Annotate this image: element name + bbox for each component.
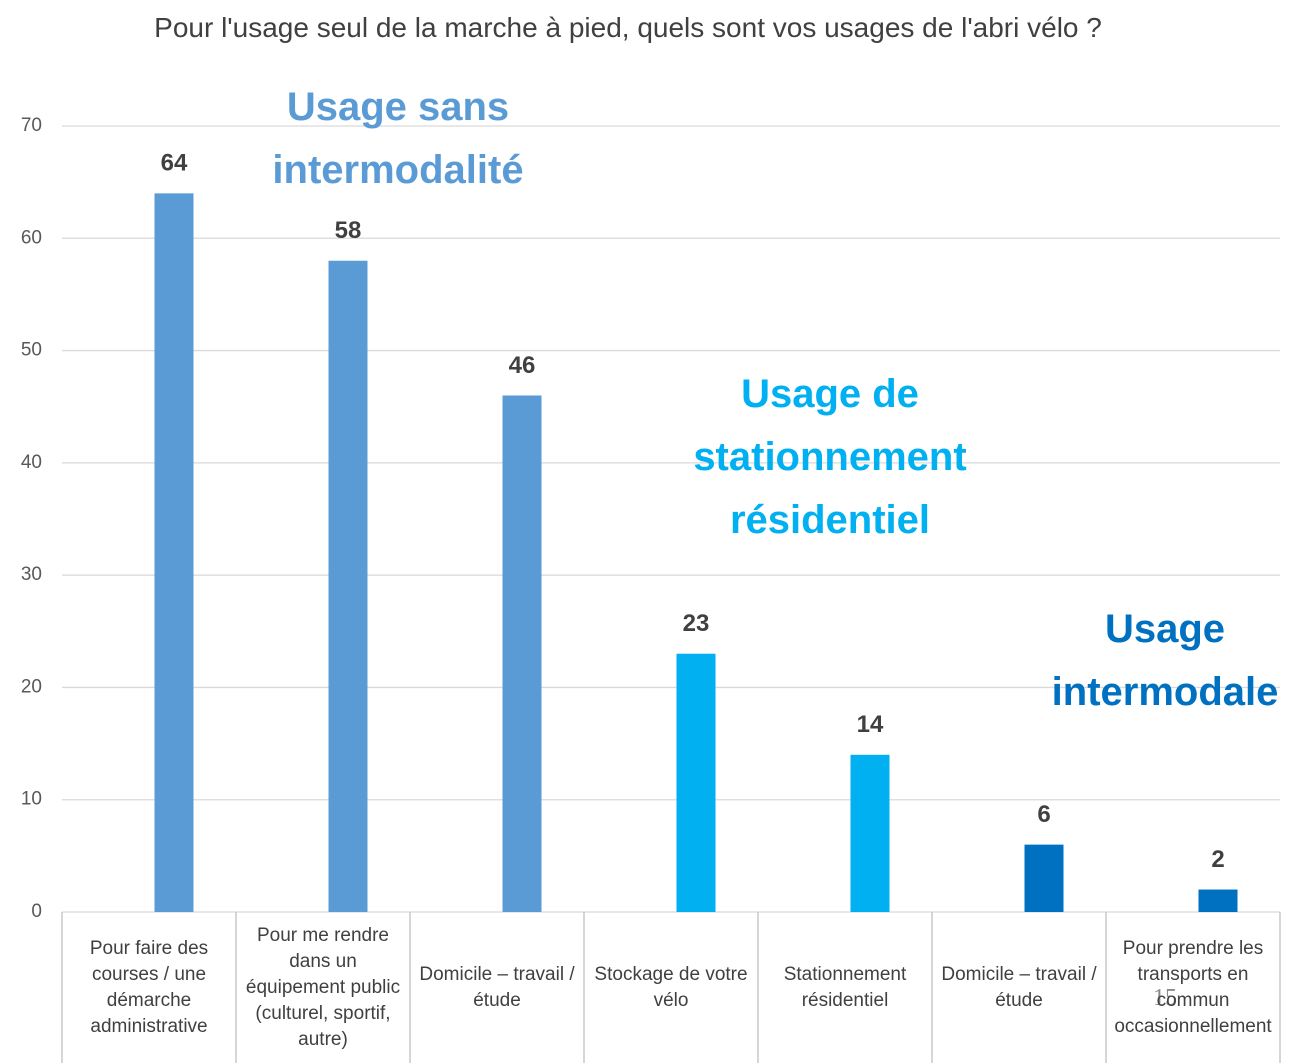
y-tick-label: 50: [21, 340, 42, 361]
value-label: 14: [857, 711, 884, 738]
x-tick-label: Pour prendre les transports en commun oc…: [1114, 938, 1272, 1037]
bar: [1198, 889, 1238, 912]
page-number: 15: [1153, 985, 1177, 1011]
annotation: Usage intermodale: [1051, 607, 1279, 714]
y-tick-label: 0: [31, 901, 42, 922]
value-label: 23: [683, 610, 710, 637]
value-label: 64: [161, 150, 188, 177]
value-label: 2: [1211, 846, 1224, 873]
bar: [676, 653, 716, 912]
y-tick-label: 20: [21, 676, 42, 697]
value-label: 6: [1037, 801, 1050, 828]
y-tick-label: 60: [21, 227, 42, 248]
chart-title: Pour l'usage seul de la marche à pied, q…: [154, 12, 1102, 43]
y-tick-label: 30: [21, 564, 42, 585]
bar: [154, 193, 194, 912]
x-tick-label: Pour faire des courses / une démarche ad…: [89, 938, 209, 1037]
x-tick-label: Pour me rendre dans un équipement public…: [245, 925, 401, 1050]
bar: [850, 754, 890, 912]
x-tick-label: Domicile – travail / étude: [941, 964, 1097, 1011]
bar: [328, 260, 368, 912]
y-tick-label: 40: [21, 452, 42, 473]
value-label: 58: [335, 217, 362, 244]
x-tick-label: Domicile – travail / étude: [419, 964, 575, 1011]
bar: [502, 395, 542, 912]
x-tick-label: Stationnement résidentiel: [783, 964, 907, 1011]
annotation: Usage sans intermodalité: [272, 85, 524, 192]
value-label: 46: [509, 352, 536, 379]
x-tick-label: Stockage de votre vélo: [594, 964, 748, 1011]
y-tick-label: 70: [21, 115, 42, 136]
annotation: Usage de stationnement résidentiel: [693, 372, 967, 542]
y-tick-label: 10: [21, 789, 42, 810]
bar: [1024, 844, 1064, 912]
